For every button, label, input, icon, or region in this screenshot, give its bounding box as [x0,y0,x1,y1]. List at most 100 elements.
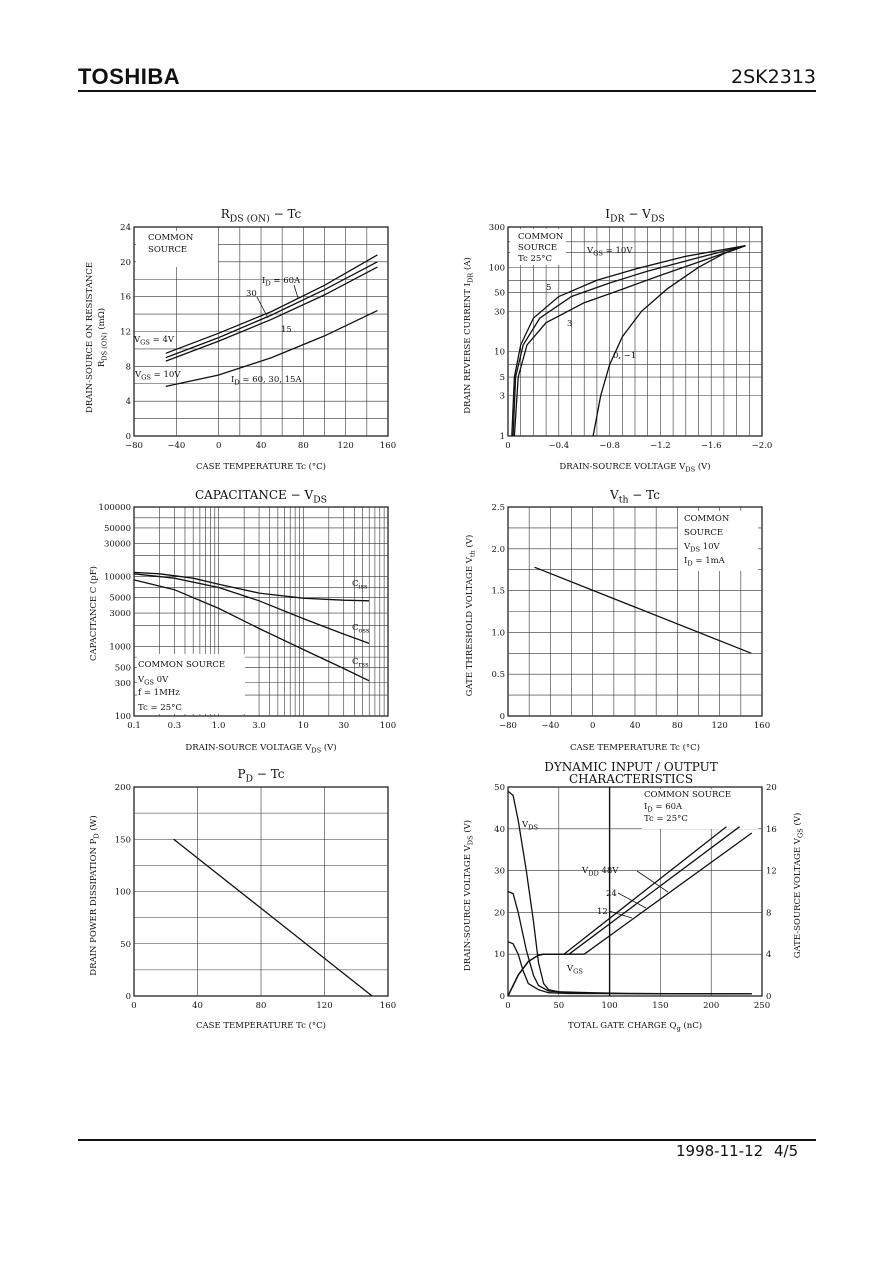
idr-curve-1 [512,245,746,437]
x-tick-label: 120 [712,721,728,731]
annotation-tc: Tc = 25°C [644,814,688,824]
y2-tick-label: 20 [766,783,777,793]
label-mask [136,231,218,267]
y-axis-label: CAPACITANCE C (pF) [88,566,99,661]
annotation-id: ID = 60A [644,802,683,814]
x-tick-label: 0.3 [168,721,182,731]
chart-vth-vs-tc: −80 −40 0 40 80 120 160 0 0.5 1.0 1.5 2.0 2.5 Vth − T… [464,488,770,753]
x-axis-label: CASE TEMPERATURE Tc (°C) [196,461,326,472]
annotation-tc: Tc = 25°C [138,703,182,713]
x-axis-label: TOTAL GATE CHARGE Qg (nC) [568,1020,702,1033]
rds-curve-1 [165,261,378,359]
label-mask [137,654,245,714]
y-tick-label: 50 [120,940,131,950]
y-axis-label: DRAIN-SOURCE VOLTAGE VDS (V) [462,820,475,971]
y-axis-label: DRAIN-SOURCE ON RESISTANCE [85,262,95,413]
x-tick-label: 0 [505,441,510,451]
y-tick-label: 4 [126,397,131,407]
x-tick-label: 100 [601,1001,617,1011]
chart-title: CAPACITANCE − VDS [195,488,327,506]
annotation-vgs-10v: VGS = 10V [134,370,181,382]
y-tick-label: 100 [115,712,131,722]
chart-title: PD − Tc [237,767,284,785]
y-tick-label: 1000 [109,642,131,652]
chart-title: RDS (ON) − Tc [221,207,302,225]
y-tick-label: 50000 [104,524,131,534]
x-tick-label: 40 [630,721,641,731]
annotation-24: 24 [606,889,617,899]
y-tick-label: 1.5 [491,587,505,597]
chart-capacitance-vs-vds: 0.1 0.3 1.0 3.0 10 30 100 100 300 500 1000 3000 5000… [88,488,396,755]
annotation-15: 15 [281,325,292,335]
x-tick-label: 80 [256,1001,267,1011]
footer-rule [78,1139,816,1141]
annotation-12: 12 [597,907,608,917]
x-tick-label: 80 [672,721,683,731]
x-tick-label: −0.8 [599,441,620,451]
annotation-common: COMMON [684,514,730,524]
y-tick-label: 1.0 [491,628,505,638]
chart-title-line2: CHARACTERISTICS [569,772,693,786]
header-rule [78,90,816,92]
capacitance-curve-crss [133,579,370,682]
y-tick-label: 3000 [109,609,131,619]
y2-tick-label: 0 [766,992,771,1002]
annotation-vgs: VGS 0V [137,675,169,687]
x-tick-label: 0.1 [127,721,141,731]
annotation-id-60-30-15: ID = 60, 30, 15A [231,375,302,387]
idr-curve-2 [513,245,746,437]
leader-line [617,892,647,909]
y-tick-label: 100 [489,263,505,273]
chart-title: DYNAMIC INPUT / OUTPUT [544,760,718,774]
y-tick-label: 10000 [104,573,131,583]
y-axis-label: DRAIN POWER DISSIPATION PD (W) [88,815,101,975]
label-mask [678,511,758,571]
y-tick-label: 200 [115,783,131,793]
x-tick-label: 40 [256,441,267,451]
annotation-vgs: VGS [566,964,583,976]
brand-logo: TOSHIBA [78,64,181,89]
capacitance-curve-coss [133,573,370,645]
x-tick-label: 10 [298,721,309,731]
annotation-freq: f = 1MHz [138,688,180,698]
x-tick-label: 160 [380,441,396,451]
annotation-0-minus1: 0, −1 [613,351,636,361]
y-tick-label: 0 [126,432,131,442]
annotation-3: 3 [567,319,572,329]
x-tick-label: 40 [192,1001,203,1011]
x-tick-label: 80 [298,441,309,451]
y-tick-label: 30000 [104,539,131,549]
y2-tick-label: 12 [766,867,777,877]
rds-curve-2 [165,266,378,362]
y2-tick-label: 16 [766,825,777,835]
pd-curve-0 [173,838,373,997]
idr-curve-3 [592,245,746,437]
y2-tick-label: 8 [766,908,771,918]
annotation-vds: VDS [521,820,538,832]
annotation-vgs-4v: VGS = 4V [133,335,175,347]
chart-idr-vs-vds: 0 −0.4 −0.8 −1.2 −1.6 −2.0 1 3 5 10 30 50 100 300 IDR … [462,207,772,474]
annotation-id: ID = 60A [262,276,301,288]
footer-page: 4/5 [774,1142,799,1160]
annotation-crss: Crss [352,657,369,669]
chart-pd-vs-tc: 0 40 80 120 160 0 50 100 150 200 PD − Tc CASE TEMPE… [88,767,396,1031]
y-tick-label: 0.5 [491,670,505,680]
chart-rds-on-vs-tc: −80 −40 0 40 80 120 160 0 4 8 12 16 20 24 RDS (ON) − T… [85,207,396,472]
x-tick-label: −0.4 [548,441,569,451]
annotation-30: 30 [246,289,257,299]
annotation-ciss: Ciss [352,579,368,591]
annotation-vgs-10v: VGS = 10V [586,246,633,258]
x-tick-label: −40 [167,441,185,451]
plot-frame [133,506,389,717]
x-tick-label: 3.0 [252,721,266,731]
chart-title: Vth − Tc [609,488,660,506]
y-tick-label: 8 [126,362,131,372]
y-tick-label: 1 [500,432,505,442]
annotation-common-source: COMMON SOURCE [138,660,225,670]
y-tick-label: 3 [500,392,505,402]
y-tick-label: 12 [120,328,131,338]
chart-title: IDR − VDS [605,207,665,225]
leader-line [608,910,633,919]
annotation-vds: VDS 10V [683,542,721,554]
